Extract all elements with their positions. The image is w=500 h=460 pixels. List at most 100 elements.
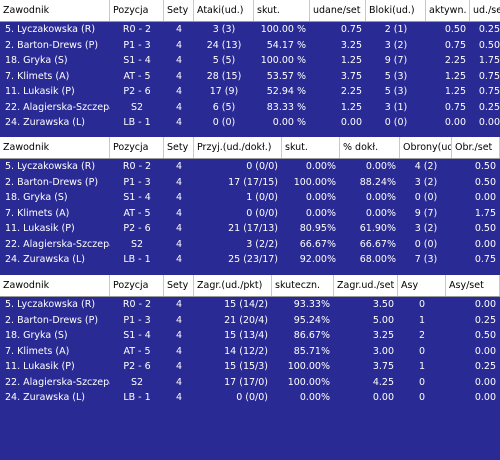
cell-obr-set: 0.50 [474,176,496,188]
cell-bloki-ud: 5 (3) [384,70,408,82]
cell-ataki-ud: 17 (9) [209,86,239,97]
cell-zagr-ud-pkt: 21 (20/4) [224,314,268,326]
cell-sety: 4 [175,161,183,172]
cell-zagr-ud-pkt: 17 (17/0) [224,376,268,388]
cell-sety: 4 [175,314,183,326]
table-row[interactable]: 7. Klimets (A) AT - 5 4 0 (0/0) 0.00% 0.00% 9 … [0,206,500,222]
cell-ud-set: 0.75 [478,70,500,82]
column-header-zawodnik[interactable]: Zawodnik [0,137,110,158]
table-row[interactable]: 24. Zurawska (L) LB - 1 4 0 (0) 0.00 % 0.00 0 … [0,115,500,131]
column-header-zagr-ud-set[interactable]: Zagr.ud./set [334,275,398,296]
table-row[interactable]: 22. Alagierska-Szczepaniak S2 4 17 (17/0) 10… [0,375,500,391]
column-header-zagr-ud-pkt[interactable]: Zagr.(ud./pkt) [194,275,272,296]
table-row[interactable]: 5. Lyczakowska (R) R0 - 2 4 15 (14/2) 93.33%… [0,297,500,313]
cell-ataki-ud: 6 (5) [212,101,236,113]
cell-pozycja: P1 - 3 [123,39,151,51]
table-row[interactable]: 2. Barton-Drews (P) P1 - 3 4 24 (13) 54.17 %… [0,38,500,54]
cell-asy: 2 [418,330,426,341]
cell-przyj-ud-dok: 0 (0/0) [246,161,278,172]
column-header-przyj-ud-dok[interactable]: Przyj.(ud./dokł.) [194,137,282,158]
cell-pozycja: AT - 5 [123,70,151,82]
table-row[interactable]: 2. Barton-Drews (P) P1 - 3 4 17 (17/15) 100.… [0,175,500,191]
cell-pozycja: AT - 5 [123,345,151,357]
column-header-aktywn[interactable]: aktywn. [426,0,470,21]
column-header-pozycja[interactable]: Pozycja [110,137,164,158]
cell-bloki-ud: 0 (0) [384,117,408,128]
cell-ud-set: 0.00 [478,117,500,128]
table-row[interactable]: 22. Alagierska-Szczepaniak S2 4 3 (2/2) 66.6… [0,237,500,253]
column-header-ud-set[interactable]: ud./set [470,0,500,21]
column-header-bloki-ud[interactable]: Bloki(ud.) [366,0,426,21]
column-header-zawodnik[interactable]: Zawodnik [0,0,110,21]
cell-sety: 4 [175,238,183,250]
table-row[interactable]: 18. Gryka (S) S1 - 4 4 1 (0/0) 0.00% 0.00% 0 (… [0,190,500,206]
attack-header-row: Zawodnik Pozycja Sety Ataki(ud.) skut. udane/… [0,0,500,22]
cell-obrony-ud: 3 (2) [414,176,438,188]
cell-asy: 0 [418,392,426,403]
cell-zagr-ud-pkt: 15 (13/4) [224,330,268,341]
cell-pozycja: S2 [130,238,144,250]
cell-ud-set: 0.75 [478,86,500,97]
column-header-obrony-ud[interactable]: Obrony(ud.) [400,137,452,158]
table-row[interactable]: 7. Klimets (A) AT - 5 4 14 (12/2) 85.71% 3.00… [0,344,500,360]
table-row[interactable]: 7. Klimets (A) AT - 5 4 28 (15) 53.57 % 3.75 5… [0,69,500,85]
cell-sety: 4 [175,192,183,203]
column-header-zawodnik[interactable]: Zawodnik [0,275,110,296]
column-header-asy[interactable]: Asy [398,275,446,296]
column-header-pozycja[interactable]: Pozycja [110,275,164,296]
cell-obr-set: 0.00 [474,238,496,250]
column-header-ataki-ud[interactable]: Ataki(ud.) [194,0,254,21]
cell-udane-set: 1.25 [340,55,362,66]
column-header-pozycja[interactable]: Pozycja [110,0,164,21]
cell-obrony-ud: 0 (0) [414,238,438,250]
cell-sety: 4 [175,299,183,310]
column-header-skut[interactable]: skut. [282,137,340,158]
cell-sety: 4 [175,254,183,265]
cell-asy: 1 [418,361,426,372]
column-header-asy-set[interactable]: Asy/set [446,275,500,296]
column-header-sety[interactable]: Sety [164,0,194,21]
table-row[interactable]: 22. Alagierska-Szczepaniak S2 4 6 (5) 83.33 … [0,100,500,116]
cell-skut: 0.00% [305,161,336,172]
cell-skuteczn: 100.00% [287,376,330,388]
column-header-skuteczn[interactable]: skuteczn. [272,275,334,296]
cell-zawodnik: 5. Lyczakowska (R) [5,161,96,172]
cell-asy-set: 0.00 [474,299,496,310]
table-row[interactable]: 11. Lukasik (P) P2 - 6 4 21 (17/13) 80.95% 61… [0,221,500,237]
cell-skuteczn: 95.24% [293,314,330,326]
cell-udane-set: 0.00 [340,117,362,128]
cell-bloki-ud: 3 (1) [384,101,408,113]
cell-asy: 0 [418,345,426,357]
table-row[interactable]: 24. Zurawska (L) LB - 1 4 25 (23/17) 92.00% 6… [0,252,500,268]
cell-skut: 100.00 % [260,55,306,66]
column-header-sety[interactable]: Sety [164,137,194,158]
cell-zawodnik: 22. Alagierska-Szczepaniak [5,101,110,113]
table-row[interactable]: 5. Lyczakowska (R) R0 - 2 4 3 (3) 100.00 % 0.… [0,22,500,38]
table-row[interactable]: 11. Lukasik (P) P2 - 6 4 15 (15/3) 100.00% 3.… [0,359,500,375]
cell-ud-set: 0.50 [478,39,500,51]
column-header-obr-set[interactable]: Obr./set [452,137,500,158]
column-header-sety[interactable]: Sety [164,275,194,296]
table-row[interactable]: 18. Gryka (S) S1 - 4 4 5 (5) 100.00 % 1.25 9 (… [0,53,500,69]
cell-aktywn: 1.25 [444,70,466,82]
cell-udane-set: 2.25 [340,86,362,97]
cell-zagr-ud-pkt: 15 (15/3) [224,361,268,372]
table-row[interactable]: 18. Gryka (S) S1 - 4 4 15 (13/4) 86.67% 3.25 2… [0,328,500,344]
column-header-skut[interactable]: skut. [254,0,310,21]
cell-zawodnik: 5. Lyczakowska (R) [5,299,96,310]
column-header-dok[interactable]: % dokł. [340,137,400,158]
cell-aktywn: 0.75 [444,101,466,113]
cell-ud-set: 0.25 [478,24,500,35]
cell-zagr-ud-set: 3.25 [372,330,394,341]
cell-asy: 1 [418,314,426,326]
cell-sety: 4 [175,101,183,113]
table-row[interactable]: 11. Lukasik (P) P2 - 6 4 17 (9) 52.94 % 2.25 5… [0,84,500,100]
table-row[interactable]: 2. Barton-Drews (P) P1 - 3 4 21 (20/4) 95.24… [0,313,500,329]
cell-skut: 80.95% [299,223,336,234]
cell-sety: 4 [175,39,183,51]
column-header-udane-set[interactable]: udane/set [310,0,366,21]
cell-zagr-ud-set: 0.00 [372,392,394,403]
table-row[interactable]: 5. Lyczakowska (R) R0 - 2 4 0 (0/0) 0.00% 0.0… [0,159,500,175]
cell-skuteczn: 100.00% [287,361,330,372]
table-row[interactable]: 24. Zurawska (L) LB - 1 4 0 (0/0) 0.00% 0.00 0… [0,390,500,406]
